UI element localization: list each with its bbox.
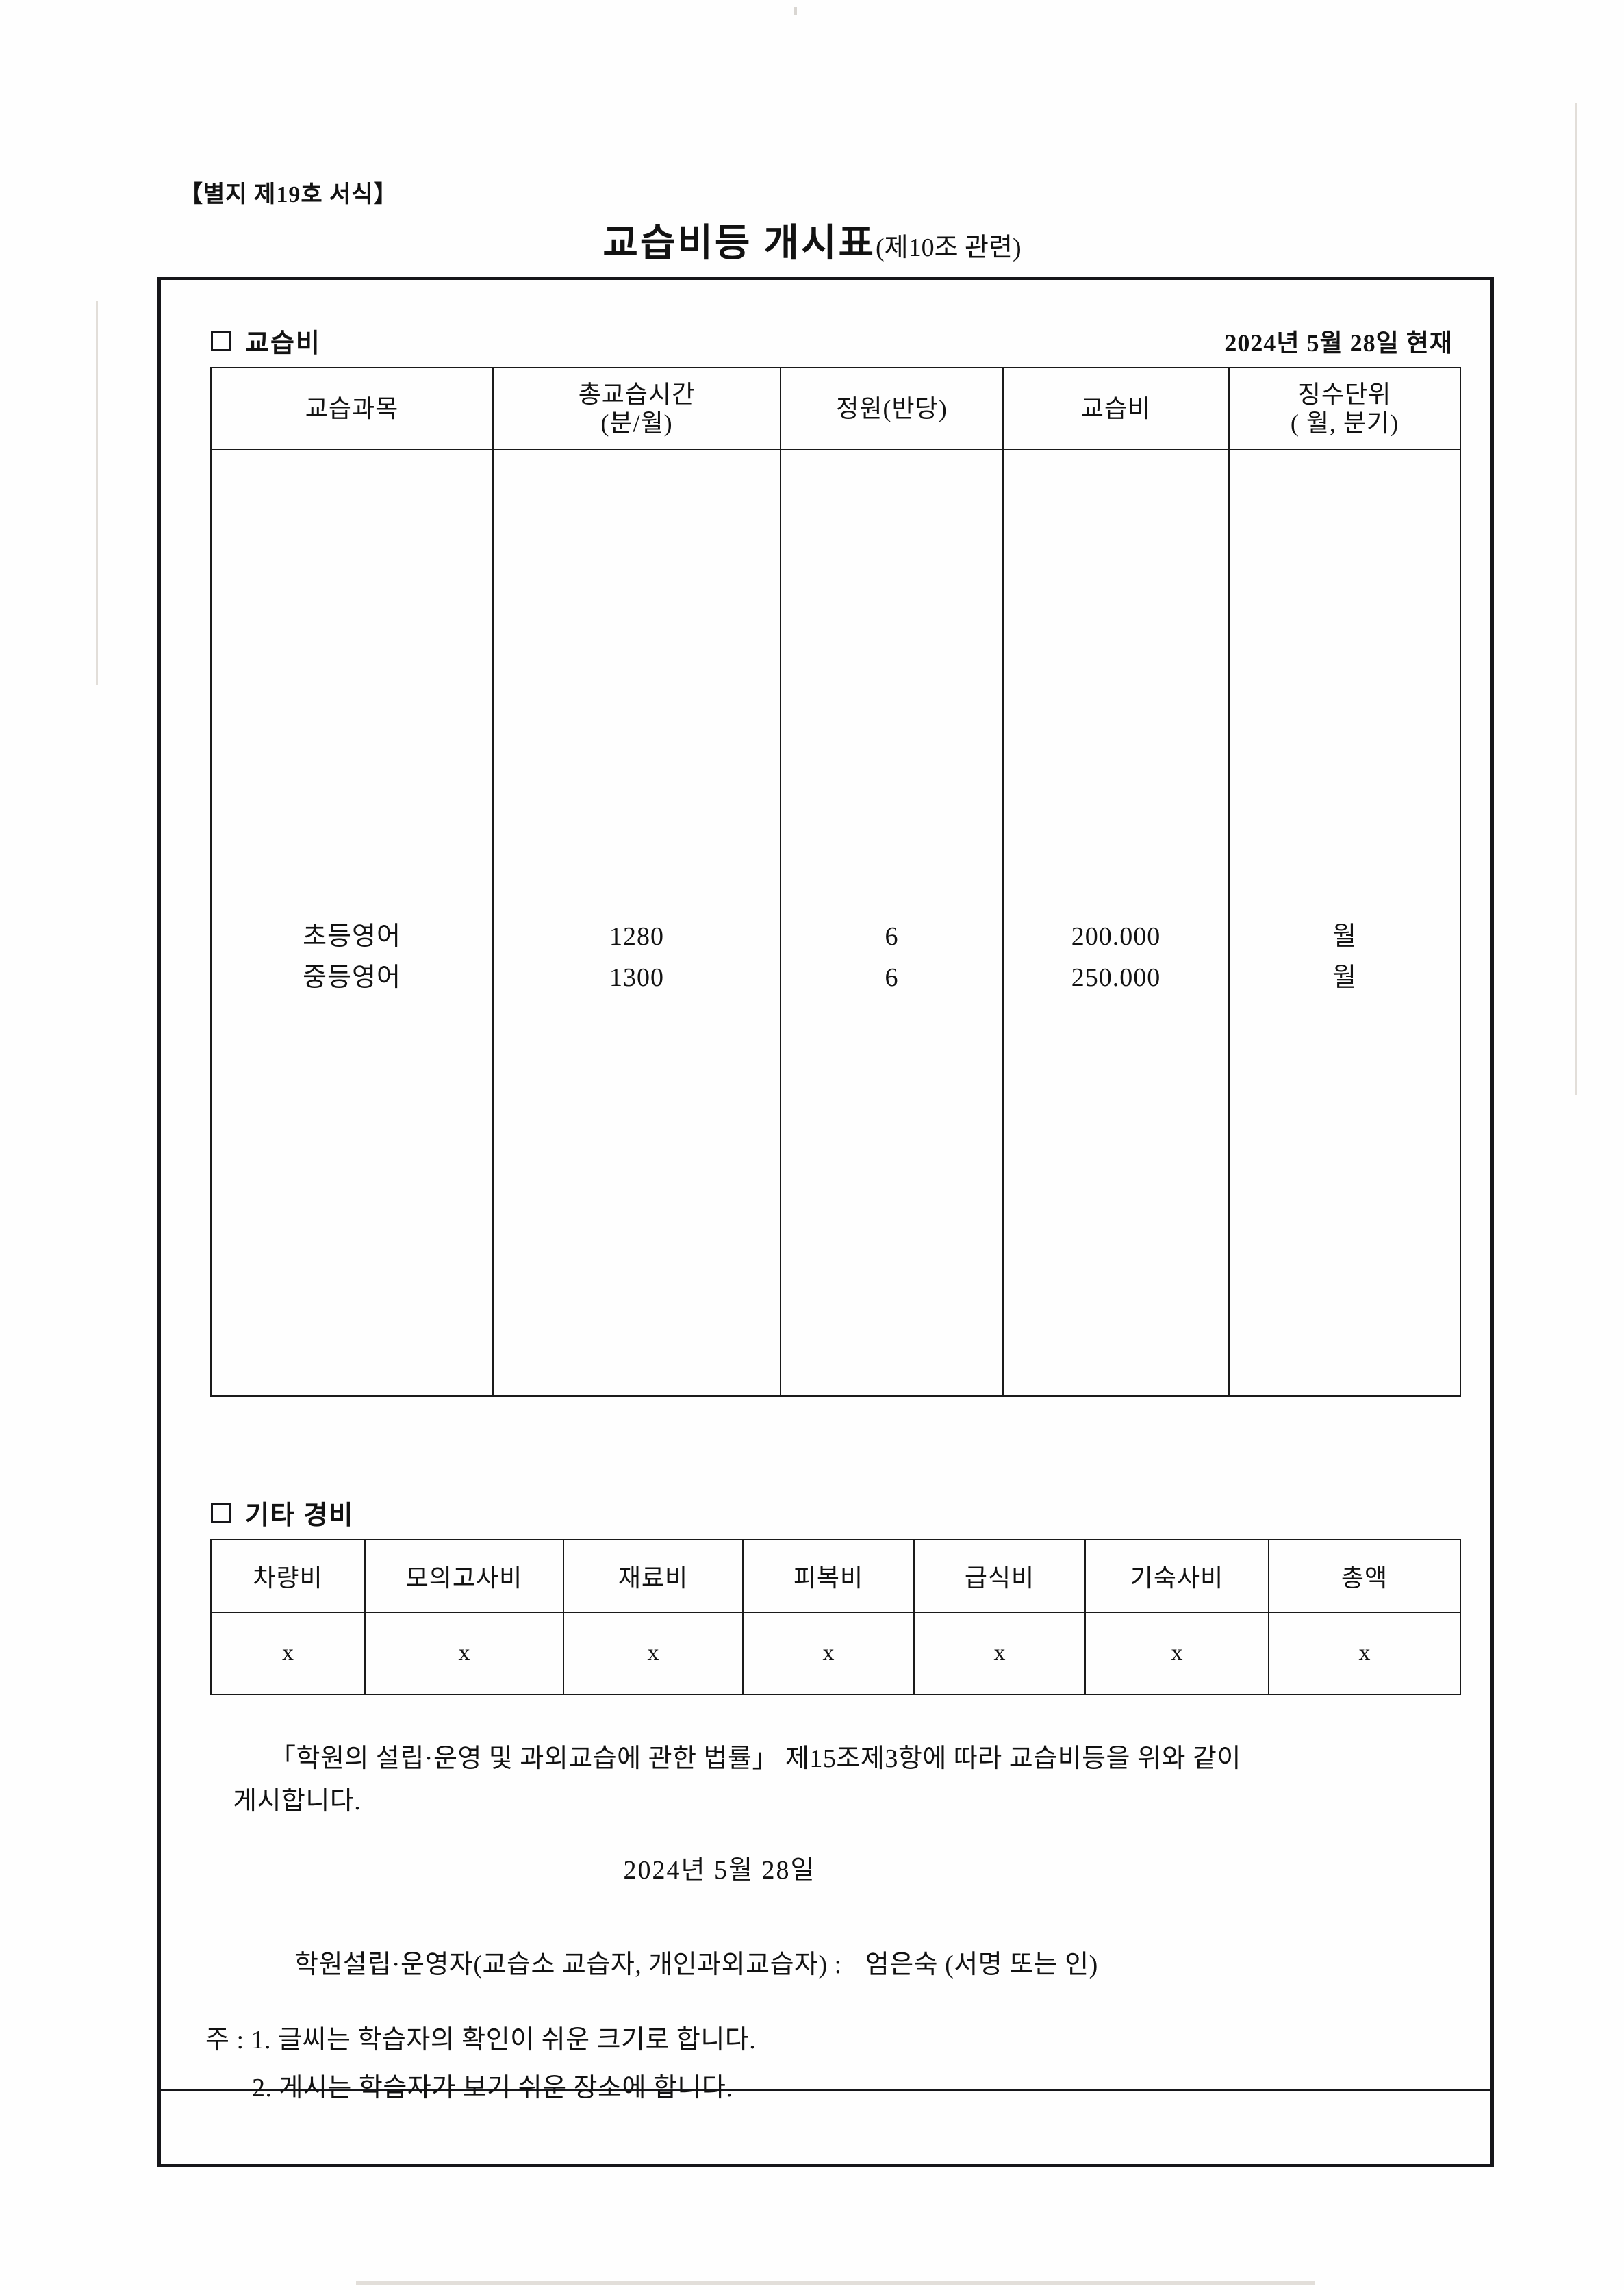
table-row: x x x x x x x (210, 1612, 1461, 1695)
cell-subject-2: 중등영어 (303, 963, 401, 992)
cell-vehicle-value: x (210, 1612, 366, 1695)
column-header-mock-exam: 모의고사비 (364, 1539, 564, 1613)
operator-name: 엄은숙 (865, 1950, 939, 1979)
table-header-row: 차량비 모의고사비 재료비 피복비 급식비 기숙사비 총액 (210, 1539, 1461, 1613)
cell-subject-column: 초등영어 중등영어 (210, 449, 494, 1397)
note-item-2: 2. 게시는 학습자가 보기 쉬운 장소에 합니다. (252, 2074, 733, 2102)
page-title-main: 교습비등 개시표 (602, 222, 876, 265)
cell-total-value: x (1268, 1612, 1461, 1695)
legal-statement-line1: 「학원의 설립·운영 및 과외교습에 관한 법률」 제15조제3항에 따라 교습… (270, 1744, 1241, 1773)
column-header-total-time-line1: 총교습시간 (578, 380, 696, 408)
checkbox-icon (211, 330, 231, 351)
form-code: 【별지 제19호 서식】 (179, 182, 398, 207)
operator-label: 학원설립·운영자(교습소 교습자, 개인과외교습자) : (294, 1950, 842, 1979)
cell-total-time-column: 1280 1300 (492, 449, 781, 1397)
column-header-unit: 징수단위 ( 월, 분기) (1228, 367, 1461, 450)
column-header-meals: 급식비 (913, 1539, 1086, 1613)
signature-date: 2024년 5월 28일 (623, 1856, 816, 1885)
page-title: 교습비등 개시표(제10조 관련) (0, 212, 1624, 268)
cell-fee-1: 200.000 (1071, 922, 1161, 951)
column-header-dormitory: 기숙사비 (1084, 1539, 1269, 1613)
page-edge-artifact (1575, 103, 1577, 1095)
cell-meals-value: x (913, 1612, 1086, 1695)
column-header-capacity: 정원(반당) (780, 367, 1004, 450)
cell-fee-2: 250.000 (1071, 963, 1161, 992)
cell-fee-column: 200.000 250.000 (1002, 449, 1230, 1397)
cell-unit-1: 월 (1332, 922, 1357, 951)
column-header-materials: 재료비 (563, 1539, 744, 1613)
frame-bottom-divider (159, 2089, 1493, 2091)
section-header-tuition: 교습비 (211, 322, 321, 359)
checkbox-icon (211, 1502, 231, 1523)
page-edge-artifact-bottom (356, 2281, 1315, 2285)
cell-total-time-2: 1300 (609, 963, 664, 992)
page-edge-artifact-left (96, 301, 98, 685)
column-header-total-time: 총교습시간 (분/월) (492, 367, 781, 450)
scan-artifact (794, 7, 797, 15)
table-body-row: 초등영어 중등영어 1280 1300 6 6 (210, 449, 1461, 1397)
section-label-other: 기타 경비 (245, 1501, 355, 1530)
cell-mock-exam-value: x (364, 1612, 564, 1695)
signature-suffix: (서명 또는 인) (945, 1950, 1098, 1979)
column-header-subject: 교습과목 (210, 367, 494, 450)
other-expenses-table: 차량비 모의고사비 재료비 피복비 급식비 기숙사비 총액 x x x x x … (210, 1539, 1461, 1695)
cell-capacity-1: 6 (885, 922, 899, 951)
column-header-total: 총액 (1268, 1539, 1461, 1613)
column-header-unit-line2: ( 월, 분기) (1290, 409, 1399, 437)
cell-materials-value: x (563, 1612, 744, 1695)
cell-total-time-1: 1280 (609, 922, 664, 951)
cell-capacity-column: 6 6 (780, 449, 1004, 1397)
cell-clothing-value: x (742, 1612, 915, 1695)
column-header-clothing: 피복비 (742, 1539, 915, 1613)
cell-dormitory-value: x (1084, 1612, 1269, 1695)
table-header-row: 교습과목 총교습시간 (분/월) 정원(반당) 교습비 징수단위 ( 월, 분기… (210, 367, 1461, 450)
column-header-total-time-line2: (분/월) (600, 409, 673, 437)
legal-statement: 「학원의 설립·운영 및 과외교습에 관한 법률」 제15조제3항에 따라 교습… (233, 1738, 1438, 1822)
note-item-1: 주 : 1. 글씨는 학습자의 확인이 쉬운 크기로 합니다. (205, 2026, 757, 2054)
cell-subject-1: 초등영어 (303, 922, 401, 951)
document-frame (157, 277, 1494, 2167)
page-title-sub: (제10조 관련) (875, 233, 1022, 262)
notes-block: 주 : 1. 글씨는 학습자의 확인이 쉬운 크기로 합니다. 2. 게시는 학… (205, 2016, 756, 2112)
section-label-tuition: 교습비 (245, 329, 321, 358)
column-header-vehicle: 차량비 (210, 1539, 366, 1613)
legal-statement-line2: 게시합니다. (233, 1787, 361, 1816)
column-header-fee: 교습비 (1002, 367, 1230, 450)
operator-signature-line: 학원설립·운영자(교습소 교습자, 개인과외교습자) : 엄은숙 (서명 또는 인… (294, 1943, 1098, 1981)
cell-unit-column: 월 월 (1228, 449, 1461, 1397)
tuition-table: 교습과목 총교습시간 (분/월) 정원(반당) 교습비 징수단위 ( 월, 분기… (210, 367, 1461, 1397)
cell-capacity-2: 6 (885, 963, 899, 992)
column-header-unit-line1: 징수단위 (1297, 380, 1392, 408)
section-header-other: 기타 경비 (211, 1494, 354, 1531)
as-of-date: 2024년 5월 28일 현재 (1224, 329, 1453, 357)
cell-unit-2: 월 (1332, 963, 1357, 992)
